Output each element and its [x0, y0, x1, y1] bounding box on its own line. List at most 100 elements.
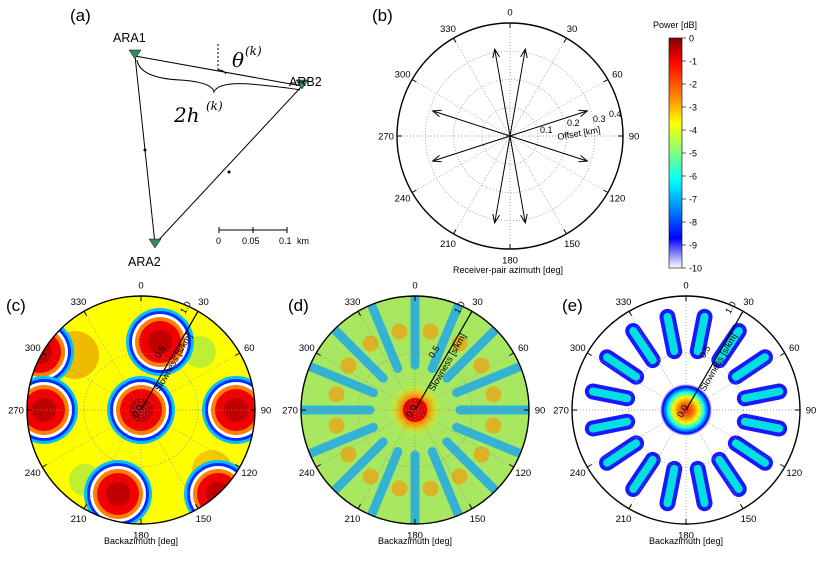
angle-tick-mark [563, 229, 567, 235]
sidelobe-peak [473, 446, 490, 463]
grid-spoke [414, 352, 514, 411]
grid-spoke [357, 409, 416, 509]
angle-tick-mark [563, 37, 567, 43]
grid-spoke [140, 409, 199, 509]
angle-tick-mark [469, 504, 473, 509]
station-ara1: ARA1 [113, 31, 146, 45]
angle-tick-mark [509, 464, 514, 468]
angle-tick-label: 120 [515, 468, 531, 479]
grid-spoke [414, 409, 514, 468]
angle-tick-mark [83, 311, 87, 316]
sidelobe-peak [422, 480, 439, 497]
angle-tick-mark [509, 352, 514, 356]
angle-tick-label: 60 [518, 343, 529, 354]
grid-spoke [453, 135, 511, 235]
offset-tick: 0.2 [567, 118, 580, 128]
slowness-axis [140, 310, 199, 411]
angle-tick-label: 90 [535, 406, 546, 417]
angle-tick-mark [628, 311, 632, 316]
angle-tick-mark [587, 464, 592, 468]
angle-tick-label: 300 [25, 343, 41, 354]
sidelobe-lobe-core [588, 417, 632, 433]
colorbar-tick-label: 0 [689, 34, 694, 44]
sidelobe-peak [485, 417, 502, 434]
angle-tick-label: 270 [8, 406, 24, 417]
arrow-head [578, 109, 589, 118]
angle-tick-mark [411, 189, 417, 193]
h-label: 2h [173, 103, 200, 127]
angle-tick-label: 180 [502, 256, 518, 267]
station-marker-ara1 [128, 49, 142, 60]
offset-tick: 0.3 [593, 114, 606, 124]
arrow-head [431, 109, 442, 118]
theta-label: θ [232, 48, 244, 72]
angle-tick-mark [740, 504, 744, 509]
scale-tick-label: 0.1 [279, 236, 292, 246]
angle-tick-label: 240 [25, 468, 41, 479]
scale-tick-label: 0 [216, 236, 221, 246]
colorbar-tick-label: -1 [689, 57, 697, 67]
angle-tick-label: 270 [553, 406, 569, 417]
colorbar-tick-label: -6 [689, 172, 697, 182]
grid-ring [481, 107, 539, 165]
sidelobe-peak [362, 468, 379, 485]
angle-tick-label: 0 [412, 281, 417, 292]
panel-b: (b) 0 30 60 90 120 150 180 210 240 270 300 330 Rece… [372, 6, 639, 275]
angle-tick-label: 210 [440, 239, 456, 250]
angle-tick-mark [316, 464, 321, 468]
sidelobe-peak [328, 417, 345, 434]
sidelobe-spokes [584, 308, 788, 512]
colorbar-tick-label: -3 [689, 103, 697, 113]
angle-tick-label: 330 [616, 297, 632, 308]
panel-d-xlabel: Backazimuth [deg] [378, 536, 452, 546]
panel-d: (d) 0306090120150180210240270300330Slown… [282, 281, 546, 547]
panel-b-label: (b) [372, 6, 393, 25]
theta-arc [217, 69, 227, 75]
angle-tick-mark [628, 504, 632, 509]
colorbar-tick-label: -7 [689, 195, 697, 205]
sidelobe-peak [391, 323, 408, 340]
receiver-pair-arrow [494, 49, 511, 137]
sidelobe-peak [362, 335, 379, 352]
sidelobe-peak [451, 468, 468, 485]
angle-tick-label: 60 [612, 70, 623, 81]
angle-tick-label: 210 [616, 514, 632, 525]
grid-spoke [509, 135, 609, 193]
panel-a-label: (a) [70, 6, 91, 25]
panel-c: (c) 0306090120150180210240270300330Slown… [6, 281, 271, 547]
alias-peak-core [148, 330, 172, 354]
angle-tick-mark [780, 464, 785, 468]
grid-spoke [357, 311, 416, 411]
panel-d-label: (d) [288, 296, 309, 315]
colorbar-tick-label: -10 [689, 264, 702, 274]
angle-tick-label: 90 [261, 406, 272, 417]
receiver-pair-arrow [494, 135, 511, 223]
angle-tick-label: 180 [133, 531, 149, 542]
sidelobe-peak [485, 386, 502, 403]
angle-tick-mark [603, 79, 609, 83]
angle-tick-label: 120 [609, 194, 625, 205]
sidelobe-lobe-core [715, 327, 743, 365]
alias-peak-core [224, 398, 248, 422]
colorbar-gradient [668, 37, 683, 269]
colorbar-tick-label: -5 [689, 149, 697, 159]
grid-spoke [509, 135, 567, 235]
arrow-head [520, 213, 528, 225]
angle-tick-label: 150 [470, 514, 486, 525]
sidelobe-lobe-core [731, 353, 769, 381]
angle-tick-label: 300 [395, 70, 411, 81]
grid-spoke [453, 37, 511, 137]
grid-spoke [83, 311, 142, 411]
angle-tick-label: 150 [196, 514, 212, 525]
station-marker-arb2 [295, 79, 309, 90]
colorbar-title: Power [dB] [653, 20, 697, 30]
angle-tick-label: 180 [407, 531, 423, 542]
angle-tick-label: 330 [440, 24, 456, 35]
angle-tick-label: 30 [198, 297, 209, 308]
grid-spoke [414, 409, 473, 509]
scale-unit: km [297, 236, 309, 246]
grid-spoke [685, 352, 785, 411]
angle-tick-label: 90 [629, 132, 640, 143]
angle-tick-mark [357, 504, 361, 509]
arrow-head [492, 47, 500, 59]
